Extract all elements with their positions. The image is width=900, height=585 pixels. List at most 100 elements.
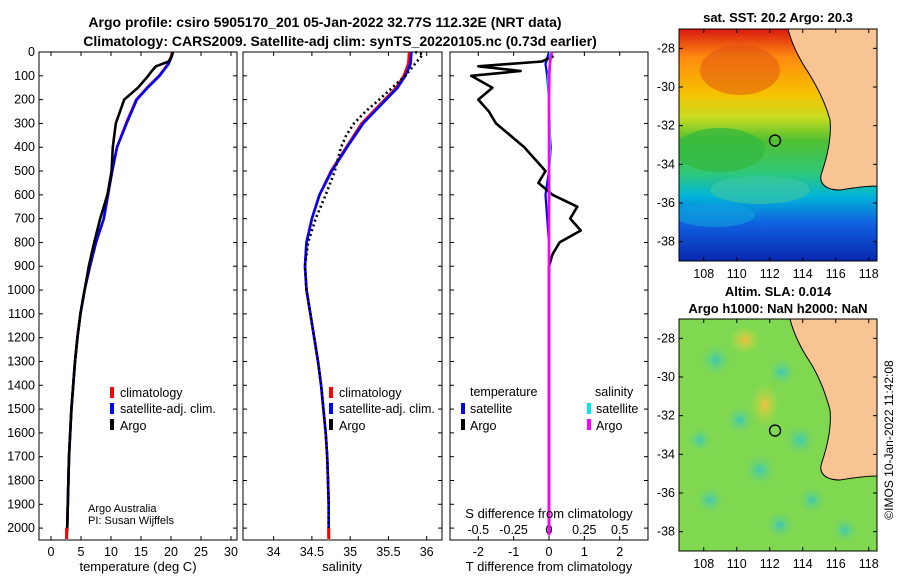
ytick-label: 1900	[7, 497, 35, 511]
legend-temp-argo-label: Argo	[470, 419, 496, 433]
map-xtick-label: 114	[793, 267, 813, 281]
sst-map-title: sat. SST: 20.2 Argo: 20.3	[703, 10, 853, 25]
x2tick-label: 0.25	[572, 523, 596, 537]
sla-map-title-line1: Altim. SLA: 0.014	[725, 284, 832, 299]
legend-temp-satellite-label: satellite	[470, 402, 512, 416]
legend-satellite-swatch	[329, 403, 333, 414]
legend-climatology-label: climatology	[120, 386, 183, 400]
map-ytick-label: -36	[657, 486, 675, 500]
series-line-satellite-adj-clim-	[303, 51, 413, 536]
legend-sal-header: salinity	[595, 385, 634, 399]
credit-org: Argo Australia	[88, 503, 157, 515]
series-line-salinity-argo	[547, 51, 554, 536]
legend-sal-satellite-label: satellite	[596, 402, 638, 416]
xtick-label: 25	[194, 545, 208, 559]
series-line-argo	[303, 50, 425, 536]
xtick-label: 10	[104, 545, 118, 559]
ytick-label: 1000	[7, 283, 35, 297]
ytick-label: 300	[14, 116, 35, 130]
map-ytick-label: -32	[657, 409, 675, 423]
xtick-label: 35.5	[376, 545, 400, 559]
sla-eddy	[724, 404, 756, 436]
ytick-label: 200	[14, 93, 35, 107]
map-ytick-label: -36	[657, 196, 675, 210]
legend-temp-satellite-swatch	[461, 403, 465, 414]
legend-sal-satellite-swatch	[587, 403, 591, 414]
xtick-label: 15	[134, 545, 148, 559]
ytick-label: 700	[14, 212, 35, 226]
difference-x2label: S difference from climatology	[465, 506, 633, 521]
map-ytick-label: -34	[657, 447, 675, 461]
difference-lines	[469, 51, 583, 536]
ytick-label: 800	[14, 235, 35, 249]
temperature-yticks: 0 100 200 300 400 500 600 700 800 900 1000 1100 1200…	[7, 45, 237, 535]
legend-climatology-label: climatology	[339, 386, 402, 400]
map-xtick-label: 118	[859, 557, 879, 571]
map-ytick-label: -38	[657, 235, 675, 249]
difference-yticks	[450, 51, 648, 529]
sla-map-title-line2: Argo h1000: NaN h2000: NaN	[688, 301, 867, 316]
temperature-panel: 0100200300400500600700800900100011001200…	[7, 45, 238, 574]
x2tick-label: -0.25	[499, 523, 528, 537]
map-xtick-label: 110	[727, 557, 747, 571]
sst-xticks: 108 110 112 114 116 118	[693, 29, 879, 281]
xtick-label: 35	[343, 545, 357, 559]
legend-climatology-swatch	[329, 387, 333, 398]
sst-patch	[710, 176, 810, 204]
difference-xticks: -2 -1 0 1 2	[473, 52, 623, 559]
sla-argo-marker	[768, 424, 782, 437]
title-line2: Climatology: CARS2009. Satellite-adj cli…	[83, 33, 597, 49]
xtick-label: 2	[616, 545, 623, 559]
map-ytick-label: -38	[657, 525, 675, 539]
map-xtick-label: 114	[793, 557, 813, 571]
xtick-label: 0	[546, 545, 553, 559]
salinity-xlabel: salinity	[322, 559, 362, 574]
sst-yticks: -28 -30 -32 -34 -36 -38	[657, 41, 877, 249]
sla-warm-patch	[751, 383, 779, 427]
map-ytick-label: -28	[657, 331, 675, 345]
map-xtick-label: 110	[727, 267, 747, 281]
xtick-label: 36	[420, 545, 434, 559]
sst-patch	[700, 45, 780, 95]
xtick-label: -2	[473, 545, 484, 559]
salinity-panel: 34 34.5 35 35.5 36 salinity climatology sate…	[242, 50, 443, 574]
temperature-xticks: 0 5 10 15 20 25 30	[48, 52, 238, 559]
salinity-xticks: 34 34.5 35 35.5 36	[267, 52, 434, 559]
ytick-label: 1400	[7, 378, 35, 392]
map-xtick-label: 112	[760, 267, 780, 281]
temperature-xlabel: temperature (deg C)	[79, 559, 196, 574]
sla-map-frame	[678, 318, 878, 552]
temperature-lines	[65, 51, 175, 539]
ytick-label: 1500	[7, 402, 35, 416]
legend-satellite-swatch	[110, 403, 114, 414]
difference-legend: temperature salinity satellite Argo sate…	[461, 385, 638, 433]
map-ytick-label: -30	[657, 80, 675, 94]
xtick-label: 34	[267, 545, 281, 559]
sla-eddy	[782, 422, 818, 458]
ytick-label: 1700	[7, 450, 35, 464]
xtick-label: 5	[78, 545, 85, 559]
sla-eddy	[831, 516, 859, 544]
sla-eddy	[694, 484, 726, 516]
sla-xticks: 108 110 112 114 116 118	[693, 319, 879, 571]
sst-patch	[679, 203, 755, 227]
ytick-label: 1600	[7, 426, 35, 440]
map-xtick-label: 116	[826, 557, 846, 571]
map-ytick-label: -28	[657, 41, 675, 55]
xtick-label: 30	[224, 545, 238, 559]
map-ytick-label: -30	[657, 370, 675, 384]
legend-sal-argo-label: Argo	[596, 419, 622, 433]
sla-eddy	[764, 509, 796, 541]
difference-xlabel: T difference from climatology	[466, 559, 633, 574]
legend-argo-swatch	[329, 419, 333, 430]
sla-eddy	[797, 485, 827, 515]
salinity-yticks	[243, 51, 442, 529]
map-xtick-label: 108	[693, 557, 714, 571]
ytick-label: 100	[14, 69, 35, 83]
sst-patch	[679, 128, 765, 172]
credit-pi: PI: Susan Wijffels	[88, 515, 174, 527]
map-xtick-label: 108	[693, 267, 714, 281]
sla-warm-patch	[729, 326, 761, 354]
salinity-lines	[303, 50, 425, 539]
